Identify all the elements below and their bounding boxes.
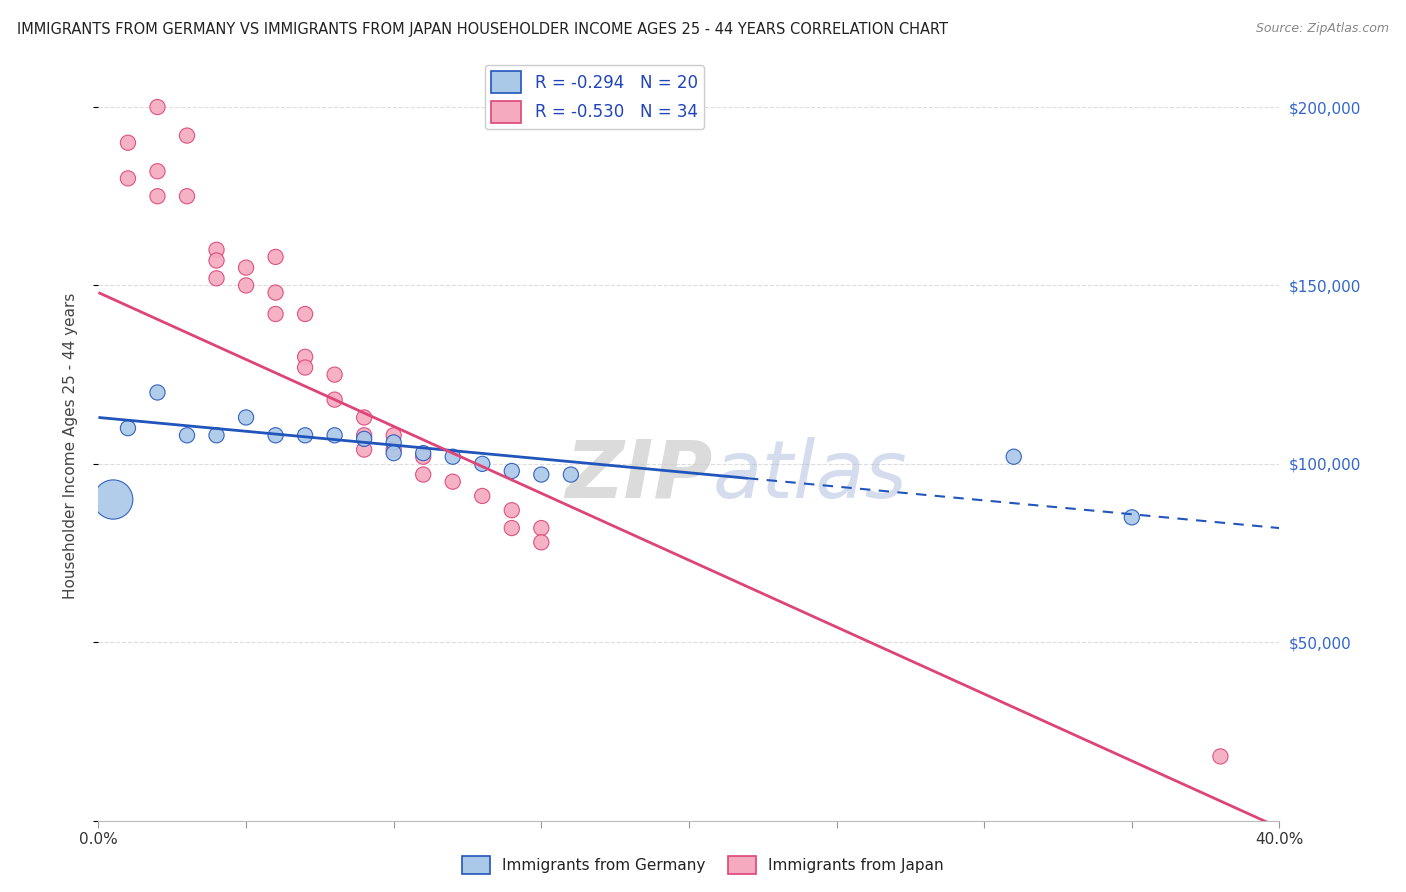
Point [1209, 749, 1232, 764]
Point [353, 442, 375, 457]
Point [146, 189, 169, 203]
Point [501, 521, 523, 535]
Point [103, 492, 125, 507]
Point [294, 307, 316, 321]
Point [294, 428, 316, 442]
Point [294, 360, 316, 375]
Legend: Immigrants from Germany, Immigrants from Japan: Immigrants from Germany, Immigrants from… [456, 850, 950, 880]
Point [235, 278, 257, 293]
Point [471, 489, 494, 503]
Point [146, 385, 169, 400]
Point [501, 503, 523, 517]
Point [205, 253, 228, 268]
Y-axis label: Householder Income Ages 25 - 44 years: Householder Income Ages 25 - 44 years [63, 293, 77, 599]
Point [264, 250, 287, 264]
Point [294, 350, 316, 364]
Point [264, 428, 287, 442]
Point [264, 285, 287, 300]
Point [530, 521, 553, 535]
Point [264, 307, 287, 321]
Point [382, 428, 405, 442]
Point [323, 392, 346, 407]
Point [176, 128, 198, 143]
Point [235, 410, 257, 425]
Point [353, 410, 375, 425]
Point [205, 271, 228, 285]
Point [1002, 450, 1025, 464]
Point [441, 450, 464, 464]
Point [560, 467, 582, 482]
Point [382, 446, 405, 460]
Point [146, 164, 169, 178]
Point [323, 368, 346, 382]
Point [471, 457, 494, 471]
Point [382, 435, 405, 450]
Point [205, 428, 228, 442]
Text: IMMIGRANTS FROM GERMANY VS IMMIGRANTS FROM JAPAN HOUSEHOLDER INCOME AGES 25 - 44: IMMIGRANTS FROM GERMANY VS IMMIGRANTS FR… [17, 22, 948, 37]
Point [382, 442, 405, 457]
Point [146, 100, 169, 114]
Point [1121, 510, 1143, 524]
Point [441, 475, 464, 489]
Point [117, 421, 139, 435]
Point [412, 450, 434, 464]
Point [412, 467, 434, 482]
Point [412, 446, 434, 460]
Point [176, 189, 198, 203]
Point [353, 432, 375, 446]
Point [530, 467, 553, 482]
Point [530, 535, 553, 549]
Point [117, 171, 139, 186]
Point [235, 260, 257, 275]
Point [323, 428, 346, 442]
Point [205, 243, 228, 257]
Text: ZIP: ZIP [565, 437, 713, 515]
Point [176, 428, 198, 442]
Point [353, 428, 375, 442]
Point [117, 136, 139, 150]
Legend: R = -0.294   N = 20, R = -0.530   N = 34: R = -0.294 N = 20, R = -0.530 N = 34 [485, 65, 704, 129]
Point [501, 464, 523, 478]
Text: atlas: atlas [713, 437, 907, 515]
Text: Source: ZipAtlas.com: Source: ZipAtlas.com [1256, 22, 1389, 36]
